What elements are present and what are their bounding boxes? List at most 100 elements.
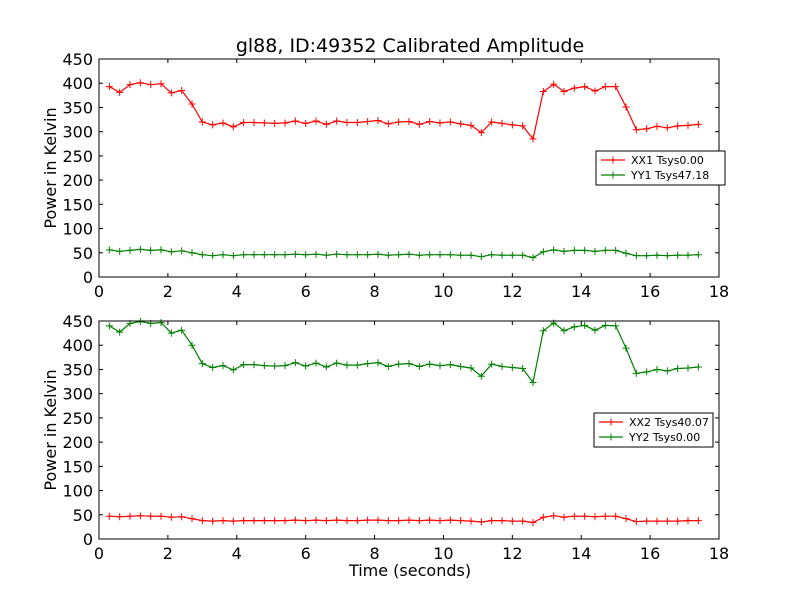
data-point — [395, 118, 403, 126]
x-tick-label: 4 — [232, 282, 242, 301]
data-point — [353, 251, 361, 259]
data-point — [374, 117, 382, 125]
top-plot: 0 2 4 6 8 10 12 14 16 180501001502002503003504004… — [41, 50, 729, 301]
data-point — [281, 362, 289, 370]
data-point — [126, 246, 134, 254]
data-point — [147, 246, 155, 254]
y-tick-label: 250 — [62, 147, 93, 166]
x-tick-label: 2 — [163, 544, 173, 563]
data-point — [426, 360, 434, 368]
data-point — [488, 251, 496, 259]
data-point — [281, 517, 289, 525]
data-point — [643, 252, 651, 260]
data-point — [136, 79, 144, 87]
data-point — [684, 121, 692, 129]
data-point — [384, 251, 392, 259]
data-point — [529, 379, 537, 387]
data-point — [508, 517, 516, 525]
data-point — [167, 329, 175, 337]
legend-marker — [607, 433, 615, 441]
data-point — [488, 517, 496, 525]
data-point — [105, 246, 113, 254]
data-point — [291, 250, 299, 258]
data-point — [560, 247, 568, 255]
data-point — [105, 512, 113, 520]
legend-label: XX1 Tsys0.00 — [631, 154, 704, 167]
data-point — [550, 246, 558, 254]
bottom-plot: 0 2 4 6 8 10 12 14 16 180501001502002503003504004… — [41, 312, 729, 563]
y-tick-label: 50 — [73, 506, 93, 525]
data-point — [591, 513, 599, 521]
data-point — [446, 118, 454, 126]
data-point — [632, 518, 640, 526]
data-point — [601, 83, 609, 91]
data-point — [622, 103, 630, 111]
data-point — [105, 322, 113, 330]
data-point — [116, 88, 124, 96]
x-tick-label: 6 — [301, 544, 311, 563]
data-point — [178, 86, 186, 94]
y-tick-label: 450 — [62, 312, 93, 331]
data-point — [560, 513, 568, 521]
data-point — [457, 120, 465, 128]
data-point — [384, 517, 392, 525]
data-point — [271, 251, 279, 259]
data-point — [229, 517, 237, 525]
legend-marker — [609, 156, 617, 164]
data-point — [136, 512, 144, 520]
data-point — [157, 246, 165, 254]
data-point — [612, 83, 620, 91]
data-point — [333, 359, 341, 367]
data-point — [302, 119, 310, 127]
data-point — [488, 360, 496, 368]
data-point — [446, 251, 454, 259]
x-tick-label: 14 — [571, 282, 591, 301]
x-tick-label: 12 — [502, 282, 522, 301]
data-point — [147, 81, 155, 89]
data-point — [539, 248, 547, 256]
data-point — [219, 362, 227, 370]
data-point — [508, 364, 516, 372]
data-point — [415, 251, 423, 259]
data-point — [601, 512, 609, 520]
data-point — [178, 513, 186, 521]
data-point — [198, 517, 206, 525]
data-point — [570, 84, 578, 92]
data-point — [457, 363, 465, 371]
data-point — [663, 517, 671, 525]
data-point — [116, 328, 124, 336]
data-point — [405, 516, 413, 524]
figure-title: gl88, ID:49352 Calibrated Amplitude — [236, 35, 584, 57]
series-line-2 — [109, 248, 699, 259]
data-point — [663, 124, 671, 132]
data-point — [632, 252, 640, 260]
data-point — [322, 120, 330, 128]
data-point — [312, 250, 320, 258]
data-point — [694, 251, 702, 259]
data-point — [395, 360, 403, 368]
x-tick-label: 8 — [369, 282, 379, 301]
data-point — [694, 120, 702, 128]
data-point — [612, 512, 620, 520]
data-point — [260, 251, 268, 259]
x-tick-label: 8 — [369, 544, 379, 563]
data-point — [643, 368, 651, 376]
data-point — [581, 512, 589, 520]
x-tick-label: 14 — [571, 544, 591, 563]
data-point — [539, 513, 547, 521]
data-point — [312, 359, 320, 367]
data-point — [457, 517, 465, 525]
data-point — [674, 122, 682, 130]
data-point — [343, 251, 351, 259]
data-point — [529, 135, 537, 143]
data-point — [539, 327, 547, 335]
data-point — [519, 517, 527, 525]
data-point — [374, 516, 382, 524]
data-point — [581, 321, 589, 329]
data-point — [271, 517, 279, 525]
data-point — [426, 516, 434, 524]
data-point — [126, 512, 134, 520]
data-point — [581, 83, 589, 91]
y-axis-label: Power in Kelvin — [41, 369, 60, 490]
